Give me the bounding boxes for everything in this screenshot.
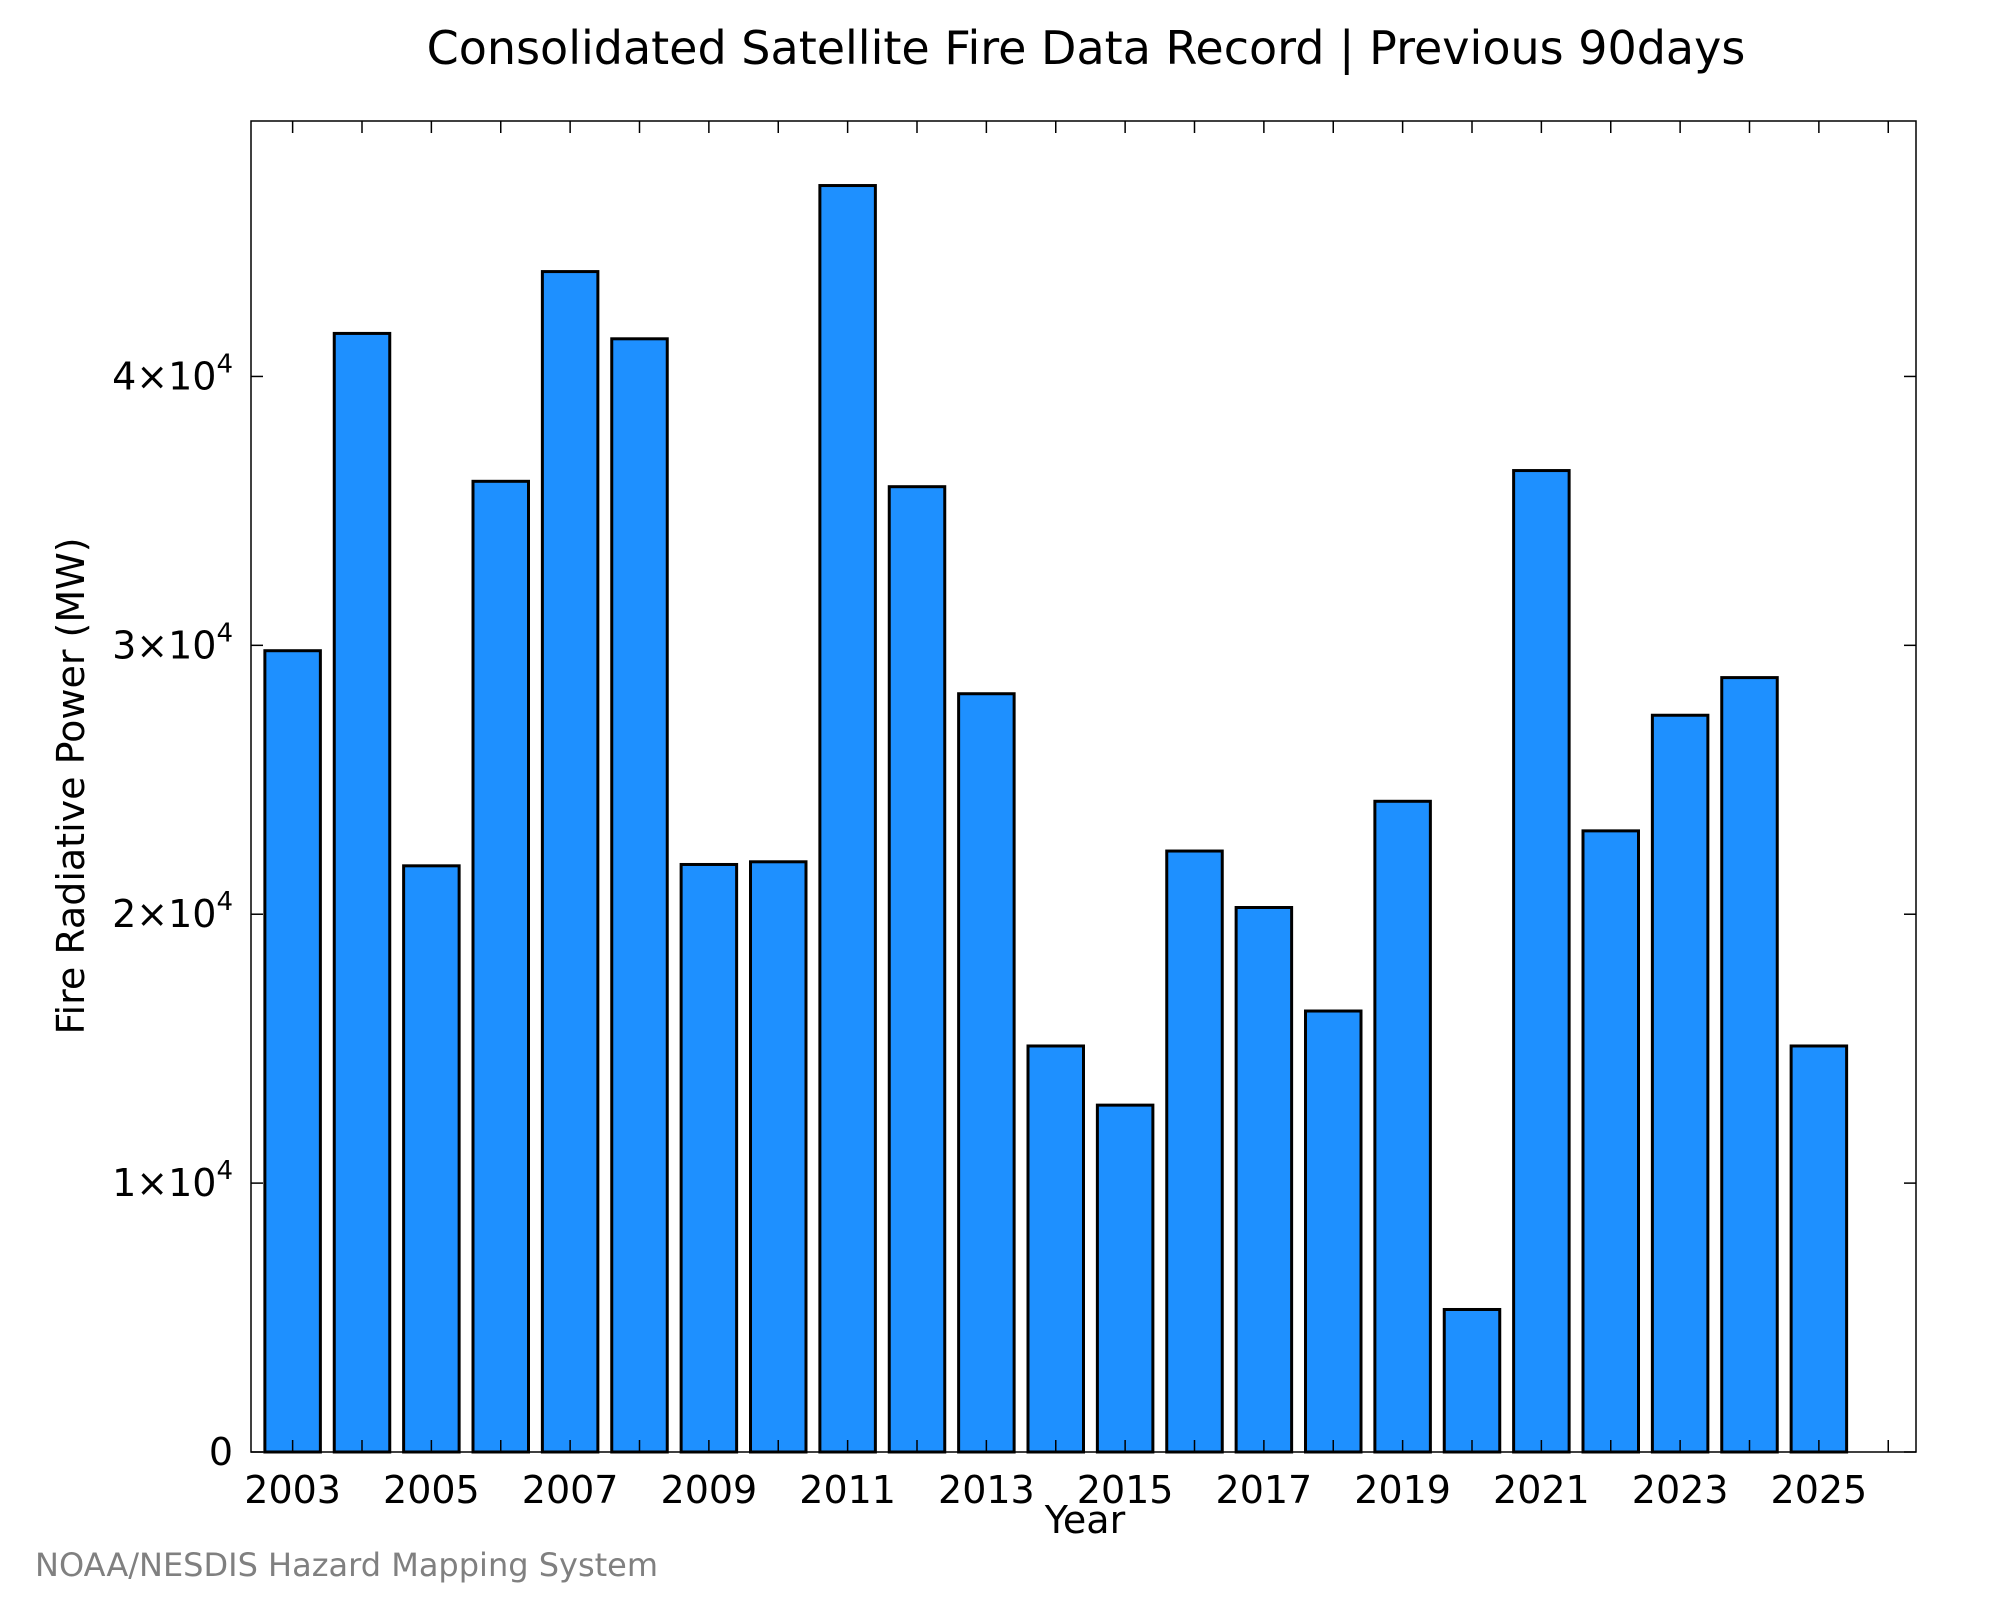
x-tick-label-2023: 2023 — [1632, 1468, 1729, 1512]
plot-frame — [250, 120, 1917, 1453]
x-tick-label-2013: 2013 — [938, 1468, 1035, 1512]
source-credit: NOAA/NESDIS Hazard Mapping System — [35, 1546, 658, 1584]
bar-2017 — [1234, 906, 1294, 1454]
y-tick-label-0: 0 — [209, 1430, 233, 1474]
bar-2008 — [610, 337, 669, 1454]
bar-2018 — [1304, 1009, 1363, 1454]
bar-2005 — [402, 864, 461, 1454]
x-tick-label-2011: 2011 — [799, 1468, 896, 1512]
x-tick-label-2025: 2025 — [1771, 1468, 1868, 1512]
bar-2021 — [1512, 469, 1571, 1454]
axis-ticks: 2003 2005 2007 2009 2011 2013 2015 2017 2019 2021… — [112, 121, 1916, 1512]
x-tick-label-2017: 2017 — [1216, 1468, 1313, 1512]
bar-2015 — [1095, 1103, 1155, 1454]
bar-2016 — [1165, 849, 1224, 1454]
x-tick-label-2005: 2005 — [383, 1468, 480, 1512]
bar-2009 — [679, 862, 739, 1454]
y-tick-label-10000: 1×104 — [112, 1156, 233, 1205]
x-tick-label-2009: 2009 — [661, 1468, 758, 1512]
bar-2013 — [957, 692, 1016, 1454]
bar-2011 — [818, 184, 877, 1454]
bar-2019 — [1373, 799, 1432, 1454]
bars — [263, 184, 1849, 1454]
bar-2024 — [1720, 676, 1779, 1454]
bar-2014 — [1026, 1044, 1085, 1454]
bar-2007 — [540, 270, 600, 1454]
bar-2020 — [1442, 1307, 1502, 1454]
x-tick-label-2019: 2019 — [1354, 1468, 1451, 1512]
bar-2012 — [887, 485, 947, 1454]
bar-2023 — [1650, 713, 1710, 1454]
bar-2004 — [332, 331, 392, 1454]
x-tick-label-2003: 2003 — [244, 1468, 341, 1512]
bar-2003 — [263, 649, 322, 1454]
x-tick-label-2007: 2007 — [522, 1468, 619, 1512]
x-axis-label: Year — [1044, 1498, 1126, 1542]
x-tick-label-2015: 2015 — [1077, 1468, 1174, 1512]
chart-title: Consolidated Satellite Fire Data Record … — [427, 21, 1746, 76]
y-tick-label-20000: 2×104 — [112, 887, 233, 936]
y-tick-label-30000: 3×104 — [112, 618, 233, 667]
bar-2006 — [471, 479, 530, 1454]
bar-2025 — [1789, 1044, 1849, 1454]
x-tick-label-2021: 2021 — [1493, 1468, 1590, 1512]
y-axis-label: Fire Radiative Power (MW) — [49, 537, 93, 1034]
y-tick-label-40000: 4×104 — [112, 349, 233, 398]
bar-2010 — [749, 860, 808, 1454]
bar-2022 — [1581, 829, 1640, 1454]
